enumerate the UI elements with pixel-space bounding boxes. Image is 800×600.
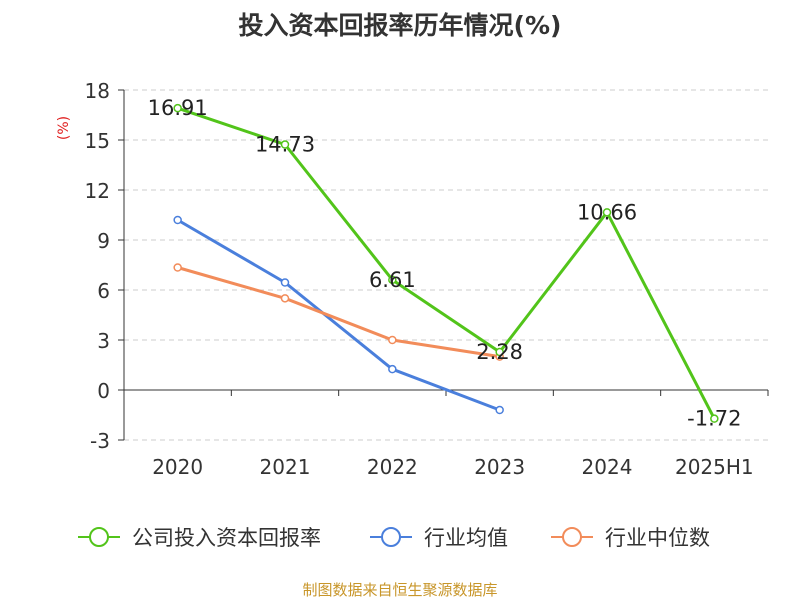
legend-marker-icon bbox=[89, 527, 109, 547]
data-point bbox=[280, 278, 290, 287]
y-tick-label: 0 bbox=[97, 379, 110, 403]
y-tick-label: 6 bbox=[97, 279, 110, 303]
data-point bbox=[280, 140, 290, 149]
data-label: 10.66 bbox=[577, 200, 637, 224]
y-axis-label: (%) bbox=[56, 116, 72, 140]
data-point bbox=[388, 364, 397, 374]
series-0 bbox=[173, 103, 719, 423]
series-line bbox=[177, 106, 716, 420]
series-2 bbox=[173, 263, 504, 361]
series-1 bbox=[173, 215, 504, 415]
chart-title: 投入资本回报率历年情况(%) bbox=[239, 11, 562, 40]
x-tick-label: 2024 bbox=[582, 455, 633, 479]
axes: -3 0 3 6 9 12 15 18 2020 2021 2022 2023 2024 2025H1 bbox=[85, 79, 769, 479]
x-tick-label: 2023 bbox=[474, 455, 525, 479]
data-point bbox=[602, 208, 612, 217]
y-tick-label: 15 bbox=[85, 129, 110, 153]
data-point bbox=[280, 294, 290, 303]
data-point bbox=[173, 103, 182, 113]
data-point bbox=[710, 414, 719, 423]
x-tick-label: 2020 bbox=[152, 455, 203, 479]
legend-label: 公司投入资本回报率 bbox=[132, 526, 321, 550]
data-label: -1.72 bbox=[687, 407, 741, 431]
legend-marker-icon bbox=[562, 527, 582, 547]
data-point bbox=[173, 263, 182, 272]
series-line bbox=[177, 266, 500, 359]
source-note: 制图数据来自恒生聚源数据库 bbox=[302, 581, 497, 599]
y-tick-label: 18 bbox=[85, 79, 110, 103]
data-label: 14.73 bbox=[255, 133, 315, 157]
data-point bbox=[173, 215, 182, 225]
series-group bbox=[173, 103, 719, 423]
data-labels: 16.91 14.73 6.61 2.28 10.66 -1.72 bbox=[148, 96, 742, 431]
y-tick-label: 12 bbox=[85, 179, 110, 203]
legend: 公司投入资本回报率 行业均值 行业中位数 bbox=[78, 526, 710, 550]
grid-lines bbox=[124, 89, 768, 441]
legend-label: 行业中位数 bbox=[605, 526, 710, 550]
y-tick-label: 9 bbox=[97, 229, 110, 253]
data-label: 16.91 bbox=[148, 96, 208, 120]
legend-item[interactable]: 行业中位数 bbox=[551, 526, 710, 550]
x-tick-label: 2025H1 bbox=[675, 455, 754, 479]
legend-item[interactable]: 行业均值 bbox=[370, 526, 508, 550]
legend-item[interactable]: 公司投入资本回报率 bbox=[78, 526, 321, 550]
data-label: 6.61 bbox=[369, 268, 416, 292]
data-point bbox=[495, 347, 504, 357]
data-point bbox=[388, 275, 397, 285]
data-point bbox=[495, 405, 504, 415]
x-tick-label: 2021 bbox=[260, 455, 311, 479]
y-tick-label: -3 bbox=[90, 429, 110, 453]
data-point bbox=[388, 335, 397, 345]
y-tick-label: 3 bbox=[97, 329, 110, 353]
series-line bbox=[176, 218, 501, 412]
data-label: 2.28 bbox=[476, 340, 523, 364]
legend-marker-icon bbox=[381, 527, 401, 547]
x-tick-label: 2022 bbox=[367, 455, 418, 479]
legend-label: 行业均值 bbox=[424, 526, 508, 550]
